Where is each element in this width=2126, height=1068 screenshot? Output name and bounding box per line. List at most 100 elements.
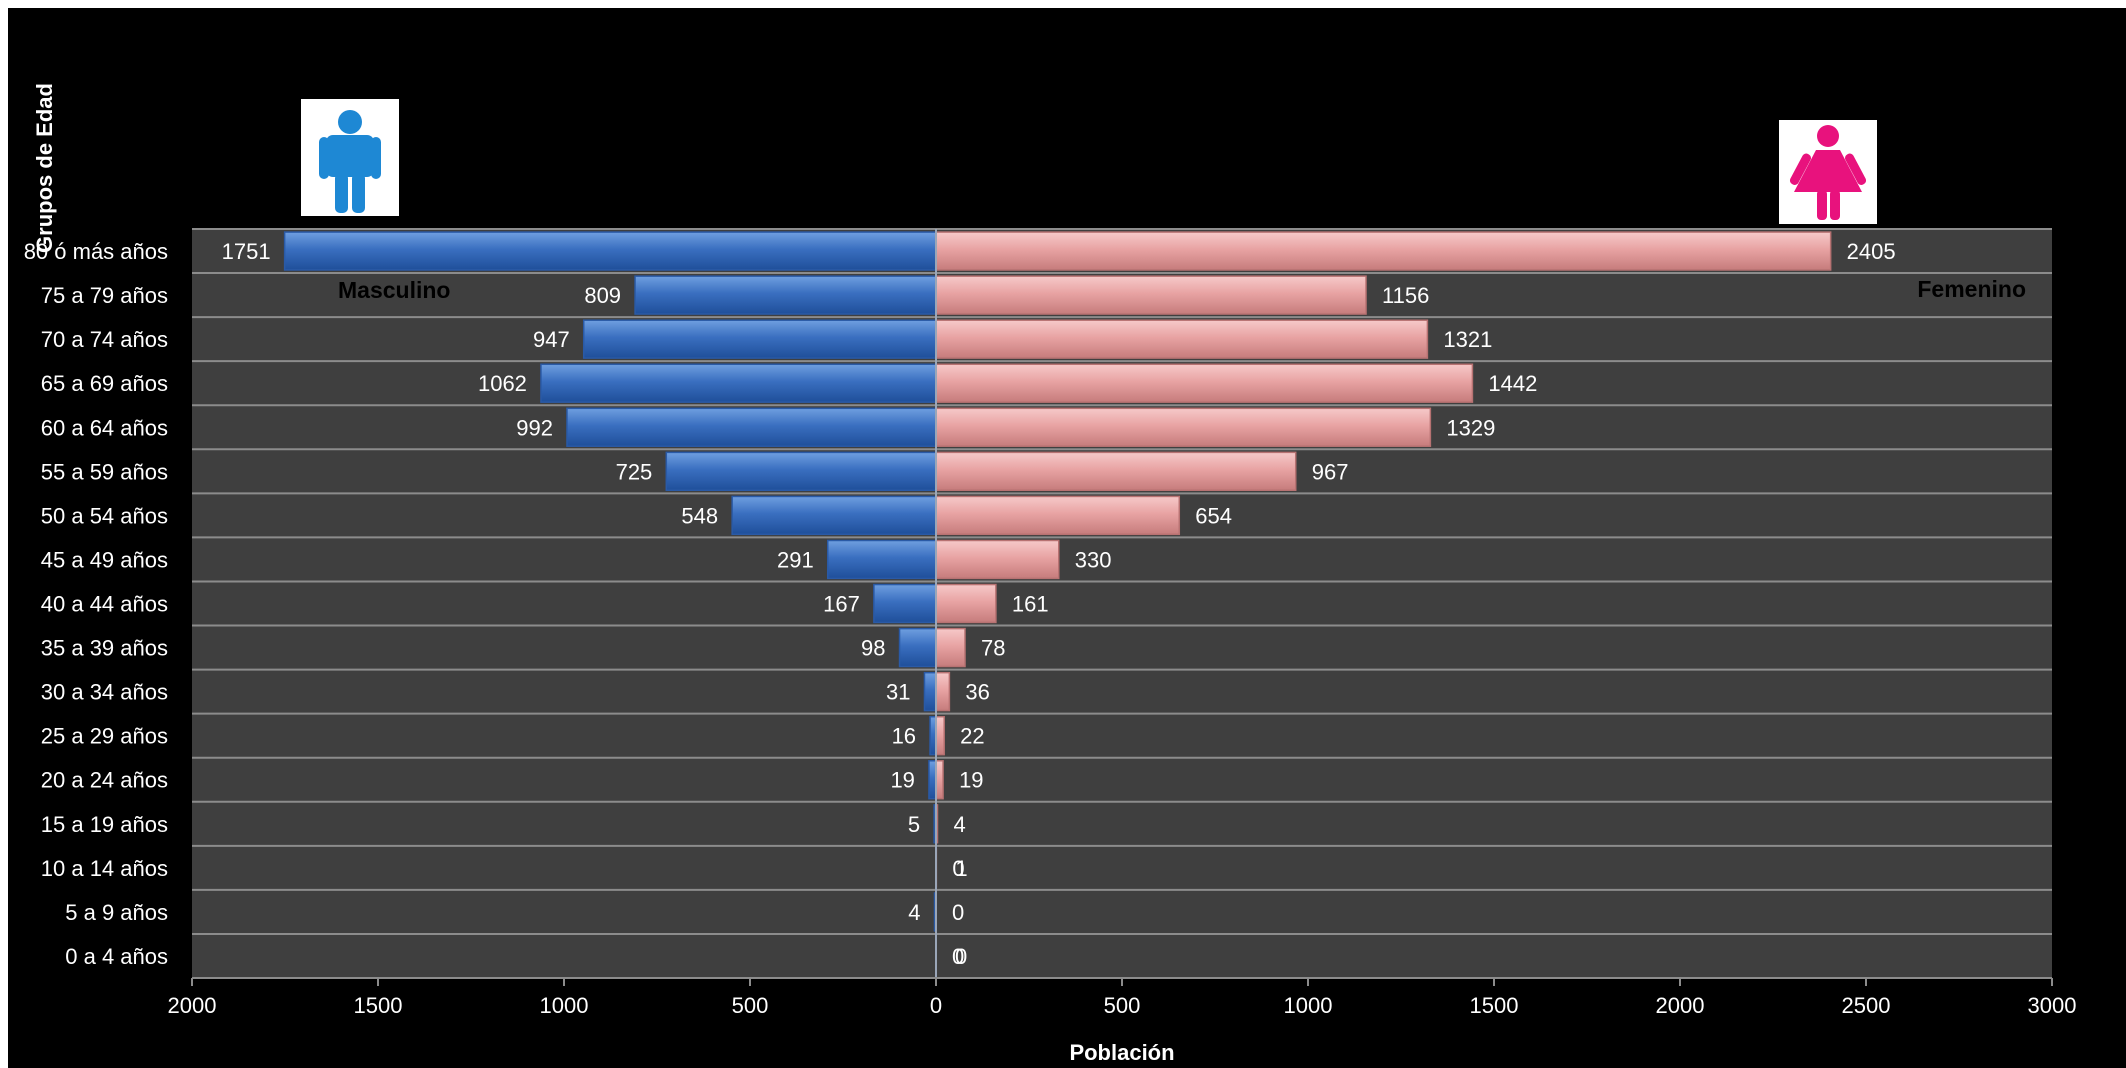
chart-frame: 0 0 4 0 0 1 5 4 19 19 16 22 31 36 98 78 167 161 291 330 548 6… bbox=[8, 8, 2126, 1068]
y-tick-label: 50 a 54 años bbox=[41, 503, 168, 528]
bar-masculino bbox=[582, 319, 937, 359]
bar-masculino bbox=[665, 451, 937, 492]
female-icon-head bbox=[1817, 125, 1839, 147]
bar-femenino bbox=[935, 495, 1181, 536]
data-label-masculino: 809 bbox=[584, 283, 621, 308]
y-tick-label: 0 a 4 años bbox=[65, 944, 168, 969]
data-label-femenino: 0 bbox=[952, 900, 964, 925]
female-icon-right-arm bbox=[1844, 153, 1867, 185]
bar-femenino bbox=[935, 319, 1429, 359]
data-label-femenino: 78 bbox=[981, 636, 1005, 661]
bar-femenino bbox=[935, 231, 1832, 271]
legend-femenino: Femenino bbox=[1917, 276, 2026, 302]
female-person-icon bbox=[1779, 120, 1877, 224]
bar-masculino bbox=[923, 671, 937, 712]
y-tick-label: 55 a 59 años bbox=[41, 459, 168, 484]
data-label-femenino: 161 bbox=[1012, 592, 1049, 617]
x-tick-label: 1000 bbox=[540, 993, 589, 1018]
x-tick-label: 500 bbox=[1104, 993, 1141, 1018]
x-tick-label: 0 bbox=[930, 993, 942, 1018]
male-icon-right-arm bbox=[371, 137, 381, 179]
data-label-femenino: 1 bbox=[955, 856, 967, 881]
data-label-masculino: 31 bbox=[886, 680, 910, 705]
y-tick-label: 15 a 19 años bbox=[41, 812, 168, 837]
x-tick-label: 500 bbox=[732, 993, 769, 1018]
data-label-femenino: 36 bbox=[965, 680, 989, 705]
y-tick-label: 5 a 9 años bbox=[65, 900, 168, 925]
bar-masculino bbox=[898, 627, 937, 668]
data-label-femenino: 2405 bbox=[1847, 239, 1896, 264]
y-tick-label: 35 a 39 años bbox=[41, 636, 168, 661]
bar-masculino bbox=[873, 583, 937, 624]
bar-femenino bbox=[935, 715, 945, 756]
bar-femenino bbox=[935, 363, 1474, 403]
data-label-masculino: 167 bbox=[823, 592, 860, 617]
bar-masculino bbox=[731, 495, 937, 536]
y-tick-label: 75 a 79 años bbox=[41, 283, 168, 308]
data-label-masculino: 1062 bbox=[478, 371, 527, 396]
bar-femenino bbox=[935, 760, 944, 800]
bar-femenino bbox=[935, 539, 1060, 580]
data-label-femenino: 1156 bbox=[1382, 283, 1429, 308]
data-label-femenino: 0 bbox=[952, 944, 964, 969]
data-label-femenino: 967 bbox=[1312, 459, 1349, 484]
male-icon-right-leg bbox=[352, 173, 365, 213]
female-icon-left-leg bbox=[1817, 190, 1827, 220]
x-tick-label: 1000 bbox=[1284, 993, 1333, 1018]
data-label-femenino: 22 bbox=[960, 724, 984, 749]
bar-femenino bbox=[935, 451, 1297, 492]
data-label-femenino: 1442 bbox=[1488, 371, 1537, 396]
data-label-femenino: 4 bbox=[953, 812, 965, 837]
y-tick-label: 80 ó más años bbox=[24, 239, 168, 264]
data-label-masculino: 98 bbox=[861, 636, 885, 661]
bar-femenino bbox=[935, 275, 1367, 315]
x-tick-label: 2500 bbox=[1842, 993, 1891, 1018]
y-tick-label: 30 a 34 años bbox=[41, 680, 168, 705]
data-label-masculino: 947 bbox=[533, 327, 570, 352]
data-label-masculino: 4 bbox=[908, 900, 920, 925]
bar-masculino bbox=[634, 275, 937, 315]
data-label-femenino: 1329 bbox=[1446, 415, 1495, 440]
data-label-masculino: 548 bbox=[681, 503, 718, 528]
y-tick-label: 45 a 49 años bbox=[41, 547, 168, 572]
data-label-masculino: 16 bbox=[892, 724, 916, 749]
data-label-masculino: 19 bbox=[890, 768, 914, 793]
data-label-femenino: 19 bbox=[959, 768, 983, 793]
data-label-femenino: 1321 bbox=[1443, 327, 1492, 352]
bar-masculino bbox=[283, 231, 937, 271]
x-tick-label: 1500 bbox=[354, 993, 403, 1018]
bar-masculino bbox=[566, 407, 937, 447]
data-label-masculino: 291 bbox=[777, 547, 814, 572]
x-axis-title: Población bbox=[1069, 1040, 1174, 1065]
data-label-femenino: 330 bbox=[1075, 547, 1112, 572]
data-label-masculino: 992 bbox=[516, 415, 553, 440]
x-tick-label: 2000 bbox=[168, 993, 217, 1018]
bar-masculino bbox=[826, 539, 937, 580]
x-tick-label: 3000 bbox=[2028, 993, 2077, 1018]
y-tick-label: 60 a 64 años bbox=[41, 415, 168, 440]
bar-femenino bbox=[935, 627, 966, 668]
x-tick-label: 1500 bbox=[1470, 993, 1519, 1018]
data-label-masculino: 5 bbox=[908, 812, 920, 837]
male-icon-left-leg bbox=[335, 173, 348, 213]
male-icon-left-arm bbox=[319, 137, 329, 179]
y-tick-label: 20 a 24 años bbox=[41, 768, 168, 793]
x-tick-label: 2000 bbox=[1656, 993, 1705, 1018]
female-icon-right-leg bbox=[1830, 190, 1840, 220]
bar-femenino bbox=[935, 407, 1432, 447]
male-icon-torso bbox=[326, 135, 374, 177]
bar-femenino bbox=[935, 671, 951, 712]
y-tick-label: 10 a 14 años bbox=[41, 856, 168, 881]
bar-masculino bbox=[540, 363, 937, 403]
y-tick-label: 65 a 69 años bbox=[41, 371, 168, 396]
legend-masculino: Masculino bbox=[338, 277, 450, 303]
female-icon-dress bbox=[1794, 150, 1862, 192]
data-label-femenino: 654 bbox=[1195, 503, 1232, 528]
bar-masculino bbox=[928, 760, 937, 800]
data-label-masculino: 1751 bbox=[222, 239, 271, 264]
y-axis-title: Grupos de Edad bbox=[32, 83, 57, 253]
bar-femenino bbox=[935, 583, 997, 624]
male-icon-head bbox=[338, 110, 362, 134]
y-tick-label: 25 a 29 años bbox=[41, 724, 168, 749]
